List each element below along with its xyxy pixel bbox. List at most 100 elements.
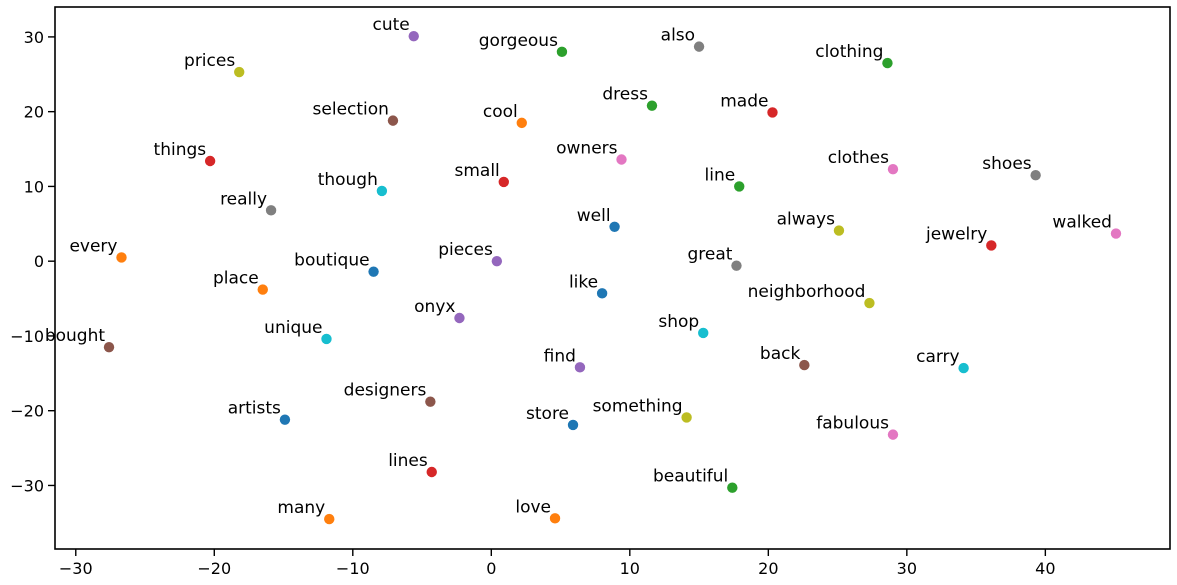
point-label: something bbox=[593, 396, 683, 416]
point-label: dress bbox=[602, 85, 648, 105]
data-point bbox=[681, 412, 692, 423]
data-point bbox=[234, 66, 245, 78]
point-label: things bbox=[154, 140, 207, 160]
x-axis: −30 −20 −10 0 10 20 30 40 bbox=[59, 549, 1056, 578]
y-tick-label: 20 bbox=[24, 103, 44, 122]
y-tick-label: −10 bbox=[10, 327, 44, 346]
data-point bbox=[616, 154, 627, 165]
data-point bbox=[516, 117, 527, 129]
data-point bbox=[646, 100, 658, 111]
point-label: beautiful bbox=[653, 467, 728, 487]
point-label: though bbox=[318, 170, 378, 190]
data-point bbox=[425, 396, 436, 407]
x-tick-label: 30 bbox=[897, 559, 917, 578]
point-label: onyx bbox=[414, 297, 455, 317]
point-label: prices bbox=[184, 51, 235, 71]
y-tick-label: 30 bbox=[24, 28, 44, 47]
data-point bbox=[204, 155, 216, 167]
point-label: unique bbox=[264, 318, 322, 338]
point-label: neighborhood bbox=[748, 282, 866, 302]
point-label: made bbox=[720, 91, 768, 111]
data-point bbox=[864, 297, 875, 309]
point-label: selection bbox=[313, 100, 389, 120]
data-point bbox=[408, 30, 419, 42]
data-point bbox=[265, 205, 277, 216]
point-label: shoes bbox=[982, 154, 1031, 174]
scatter-marks bbox=[103, 30, 1122, 525]
point-label: carry bbox=[916, 347, 960, 367]
data-point bbox=[426, 466, 437, 478]
point-labels: cute gorgeous also clothing prices selection c… bbox=[45, 15, 1112, 518]
data-point bbox=[887, 429, 899, 440]
point-label: pieces bbox=[438, 240, 493, 260]
data-point bbox=[596, 288, 608, 299]
data-point bbox=[321, 333, 332, 345]
data-point bbox=[324, 513, 335, 525]
x-tick-label: −20 bbox=[197, 559, 231, 578]
data-point bbox=[698, 327, 709, 339]
x-tick-label: 40 bbox=[1035, 559, 1055, 578]
data-point bbox=[556, 46, 568, 58]
data-point bbox=[958, 362, 969, 374]
data-point bbox=[882, 57, 893, 69]
y-tick-label: −20 bbox=[10, 402, 44, 421]
point-label: line bbox=[705, 165, 736, 185]
data-point bbox=[376, 185, 388, 197]
point-label: designers bbox=[344, 381, 427, 401]
data-point bbox=[693, 41, 705, 52]
point-label: fabulous bbox=[816, 414, 889, 434]
plot-background bbox=[55, 7, 1170, 549]
data-point bbox=[257, 284, 268, 295]
point-label: small bbox=[454, 161, 499, 181]
data-point bbox=[454, 312, 465, 324]
point-label: lines bbox=[388, 451, 428, 471]
y-tick-label: 0 bbox=[34, 252, 44, 271]
data-point bbox=[116, 252, 127, 263]
data-point bbox=[767, 107, 778, 118]
point-label: back bbox=[760, 344, 801, 364]
data-point bbox=[734, 181, 745, 192]
point-label: jewelry bbox=[925, 224, 987, 244]
point-label: great bbox=[688, 245, 733, 265]
point-label: bought bbox=[45, 326, 106, 346]
data-point bbox=[574, 362, 586, 373]
point-label: place bbox=[213, 269, 259, 289]
data-point bbox=[387, 115, 399, 126]
data-point bbox=[887, 164, 899, 175]
data-point bbox=[549, 513, 561, 524]
x-tick-label: −10 bbox=[336, 559, 370, 578]
data-point bbox=[103, 341, 115, 353]
point-label: always bbox=[777, 210, 836, 230]
data-point bbox=[731, 260, 742, 271]
data-point bbox=[279, 414, 291, 425]
point-label: owners bbox=[556, 139, 618, 159]
data-point bbox=[491, 255, 503, 267]
point-label: well bbox=[577, 206, 611, 226]
data-point bbox=[498, 176, 509, 188]
data-point bbox=[368, 266, 379, 277]
point-label: cool bbox=[483, 102, 518, 122]
data-point bbox=[1110, 228, 1122, 239]
y-tick-label: 10 bbox=[24, 177, 44, 196]
point-label: shop bbox=[658, 312, 699, 332]
point-label: cute bbox=[372, 15, 409, 35]
point-label: boutique bbox=[294, 251, 369, 271]
data-point bbox=[609, 221, 620, 232]
data-point bbox=[727, 482, 738, 493]
point-label: find bbox=[544, 346, 576, 366]
point-label: gorgeous bbox=[479, 31, 558, 51]
y-tick-label: −30 bbox=[10, 476, 44, 495]
data-point bbox=[799, 359, 810, 371]
point-label: love bbox=[515, 497, 551, 517]
point-label: store bbox=[526, 404, 569, 424]
point-label: artists bbox=[228, 399, 281, 419]
x-tick-label: −30 bbox=[59, 559, 93, 578]
data-point bbox=[1030, 170, 1041, 181]
point-label: like bbox=[569, 272, 598, 292]
data-point bbox=[986, 240, 997, 251]
point-label: also bbox=[661, 26, 695, 46]
point-label: clothing bbox=[815, 42, 883, 62]
point-label: walked bbox=[1052, 213, 1112, 233]
x-tick-label: 0 bbox=[486, 559, 496, 578]
